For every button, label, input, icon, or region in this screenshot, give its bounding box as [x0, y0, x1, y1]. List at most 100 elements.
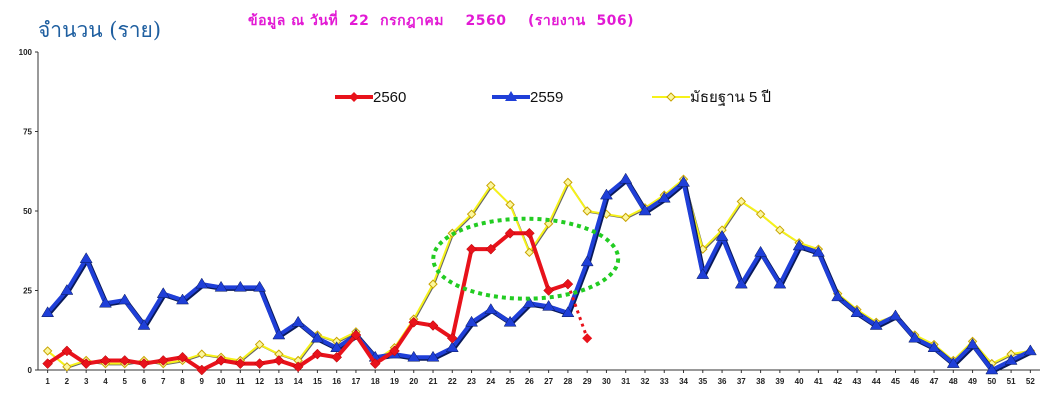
series-line-shadow: [46, 177, 1033, 374]
series-line: [46, 178, 1031, 368]
data-point: [273, 355, 285, 366]
legend-marker: [349, 92, 359, 102]
data-point: [522, 296, 536, 308]
data-point: [621, 212, 631, 223]
data-point: [389, 345, 400, 357]
data-point: [330, 341, 344, 352]
data-point: [734, 277, 748, 289]
x-tick-label: 19: [390, 377, 399, 386]
data-point: [561, 306, 575, 318]
legend-item-median-5yr: มัธยฐาน 5 ปี: [652, 89, 771, 106]
x-tick-label: 42: [833, 377, 842, 386]
data-point: [792, 239, 806, 251]
data-point: [426, 350, 440, 362]
x-tick-label: 48: [949, 377, 958, 386]
x-tick-label: 47: [930, 377, 939, 386]
data-point: [466, 243, 477, 255]
data-point: [505, 199, 515, 210]
series-line-shadow: [48, 179, 1032, 369]
data-point: [619, 172, 633, 184]
x-tick-label: 40: [795, 377, 804, 386]
data-point: [850, 306, 864, 318]
data-point: [254, 339, 265, 350]
data-point: [291, 315, 305, 327]
x-tick-label: 21: [429, 377, 438, 386]
data-point: [696, 268, 710, 279]
data-point: [407, 350, 421, 362]
x-tick-label: 1: [45, 377, 50, 386]
data-point: [985, 363, 999, 375]
x-tick-label: 26: [525, 377, 534, 386]
x-tick-label: 22: [448, 377, 457, 386]
data-point: [446, 332, 458, 344]
data-point: [657, 191, 671, 203]
data-point: [310, 331, 324, 343]
data-point: [466, 209, 477, 219]
legend: 2560 2559 มัธยฐาน 5 ปี: [335, 89, 771, 106]
series-2560: [42, 227, 593, 376]
data-point: [542, 299, 556, 311]
x-tick-label: 29: [583, 377, 592, 386]
x-tick-label: 18: [371, 377, 380, 386]
data-point: [233, 280, 247, 292]
legend-label: 2560: [373, 89, 406, 106]
x-tick-label: 5: [122, 377, 127, 386]
data-point: [1004, 353, 1018, 365]
x-tick-label: 36: [718, 377, 727, 386]
data-point: [445, 341, 459, 352]
data-point: [773, 277, 787, 289]
data-point: [196, 364, 208, 376]
y-axis-title: จำนวน (ราย): [38, 18, 162, 42]
x-tick-label: 7: [161, 377, 166, 386]
x-tick-label: 14: [294, 377, 303, 386]
x-tick-label: 44: [872, 377, 881, 386]
legend-item-2560: 2560: [335, 89, 406, 106]
data-point: [408, 316, 420, 328]
data-point: [156, 287, 170, 298]
x-tick-label: 8: [180, 377, 185, 386]
data-point: [41, 306, 55, 318]
data-point: [715, 229, 729, 241]
x-tick-label: 27: [544, 377, 553, 386]
data-point: [428, 279, 438, 289]
data-point: [485, 243, 497, 255]
data-point: [638, 204, 652, 216]
data-point: [157, 355, 169, 366]
data-point: [60, 284, 74, 295]
x-tick-label: 6: [142, 377, 147, 386]
data-point: [869, 318, 883, 330]
x-tick-label: 35: [698, 377, 707, 386]
data-point: [503, 315, 517, 327]
data-point: [755, 209, 766, 219]
x-tick-label: 34: [679, 377, 688, 386]
x-tick-label: 52: [1026, 377, 1035, 386]
data-point: [253, 280, 267, 292]
x-tick-label: 23: [467, 377, 476, 386]
x-tick-label: 11: [236, 377, 245, 386]
x-tick-label: 31: [621, 377, 630, 386]
data-point: [177, 351, 188, 363]
x-tick-label: 33: [660, 377, 669, 386]
highlight-ellipse: [431, 216, 621, 301]
data-point: [61, 345, 73, 357]
x-tick-label: 45: [891, 377, 900, 386]
data-point: [927, 341, 941, 352]
x-tick-label: 20: [409, 377, 418, 386]
data-point: [42, 346, 53, 356]
data-point: [331, 351, 343, 363]
data-point: [292, 361, 304, 373]
data-point: [582, 206, 592, 216]
data-point: [369, 358, 381, 369]
data-point: [119, 355, 131, 366]
data-point: [176, 293, 189, 305]
data-point: [580, 255, 594, 267]
x-tick-label: 49: [968, 377, 977, 386]
data-point: [80, 358, 92, 369]
data-point: [254, 358, 265, 369]
data-point: [831, 290, 845, 302]
data-point: [946, 357, 960, 368]
legend-label: 2559: [530, 89, 563, 106]
highlight-layer: [431, 216, 621, 301]
x-tick-label: 24: [486, 377, 495, 386]
data-point: [754, 245, 768, 257]
